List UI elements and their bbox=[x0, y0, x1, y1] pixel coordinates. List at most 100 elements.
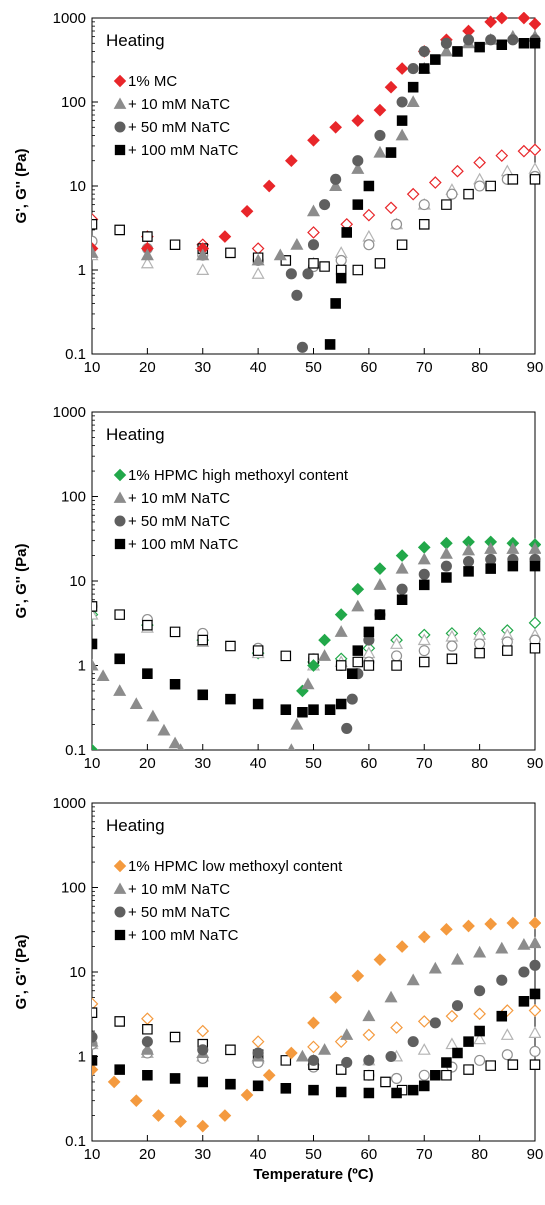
data-point bbox=[301, 677, 315, 690]
data-point bbox=[373, 145, 387, 158]
data-point bbox=[92, 219, 98, 230]
data-point bbox=[418, 63, 430, 74]
legend-marker bbox=[114, 538, 126, 550]
data-point bbox=[495, 149, 509, 162]
data-point bbox=[495, 12, 509, 25]
data-point bbox=[240, 1088, 254, 1102]
data-point bbox=[176, 743, 185, 750]
data-point bbox=[280, 704, 292, 715]
y-tick-label: 1000 bbox=[53, 10, 86, 27]
legend-label: 1% HPMC low methoxyl content bbox=[128, 858, 343, 875]
data-point bbox=[418, 1069, 430, 1081]
data-point bbox=[306, 204, 321, 217]
legend-label: + 100 mM NaTC bbox=[128, 927, 239, 944]
legend-marker bbox=[113, 468, 127, 482]
data-point bbox=[528, 936, 541, 949]
data-point bbox=[92, 997, 99, 1011]
data-point bbox=[418, 579, 430, 591]
data-point bbox=[485, 563, 496, 574]
y-axis-ticks bbox=[92, 802, 98, 1142]
data-point bbox=[142, 668, 153, 679]
data-point bbox=[225, 1078, 236, 1090]
data-point bbox=[528, 143, 541, 157]
data-point bbox=[363, 1054, 375, 1066]
data-point bbox=[302, 268, 314, 280]
x-tick-label: 50 bbox=[305, 755, 322, 772]
legend-label: + 100 mM NaTC bbox=[128, 142, 239, 159]
data-point bbox=[417, 1015, 431, 1028]
data-point bbox=[529, 174, 541, 185]
data-point bbox=[280, 1083, 292, 1094]
y-tick-label: 0.1 bbox=[65, 346, 86, 363]
chart-panel-1: 0.1 1 10 100 1000 10 20 30 40 50 60 70 80 90 G', G'' (… bbox=[13, 10, 543, 376]
data-point bbox=[330, 173, 342, 185]
data-point bbox=[446, 640, 458, 652]
data-point bbox=[168, 736, 182, 749]
data-point bbox=[418, 568, 430, 580]
data-point bbox=[396, 239, 408, 250]
data-point bbox=[380, 1076, 391, 1088]
legend-marker bbox=[114, 515, 126, 527]
y-axis-ticks bbox=[92, 17, 98, 355]
x-tick-label: 40 bbox=[250, 1146, 267, 1163]
data-point bbox=[335, 254, 347, 266]
legend-label: 1% MC bbox=[128, 73, 177, 90]
data-point bbox=[529, 38, 541, 49]
data-point bbox=[441, 572, 452, 583]
data-point bbox=[396, 583, 408, 595]
data-point bbox=[351, 114, 365, 127]
x-axis-title: Temperature (ºC) bbox=[253, 1166, 373, 1183]
data-point bbox=[169, 678, 181, 690]
data-point bbox=[407, 63, 419, 75]
legend: 1% HPMC low methoxyl content + 10 mM NaTC… bbox=[113, 858, 343, 944]
data-point bbox=[114, 224, 125, 236]
data-point bbox=[251, 1035, 265, 1048]
data-point bbox=[329, 120, 342, 134]
data-point bbox=[225, 1044, 236, 1056]
data-point bbox=[429, 1017, 441, 1029]
data-point bbox=[142, 1023, 153, 1035]
data-point bbox=[474, 1025, 485, 1037]
data-point bbox=[197, 1044, 209, 1056]
data-point bbox=[141, 1036, 153, 1048]
data-point bbox=[391, 660, 402, 671]
series-100-mm-natc bbox=[324, 38, 541, 350]
data-point bbox=[374, 129, 386, 141]
data-point bbox=[462, 34, 475, 46]
data-point bbox=[196, 248, 210, 261]
data-point bbox=[307, 226, 320, 239]
data-point bbox=[346, 693, 358, 705]
data-point bbox=[318, 1043, 332, 1055]
legend: 1% HPMC high methoxyl content + 10 mM NaT… bbox=[113, 467, 349, 553]
data-point bbox=[500, 1004, 514, 1017]
legend-label: + 10 mM NaTC bbox=[128, 881, 230, 898]
data-point bbox=[196, 1119, 210, 1133]
data-point bbox=[384, 990, 398, 1003]
data-point bbox=[308, 704, 319, 715]
data-point bbox=[390, 1021, 403, 1034]
data-point bbox=[335, 660, 347, 671]
legend-marker bbox=[114, 929, 126, 941]
data-point bbox=[485, 34, 497, 46]
legend-marker bbox=[113, 882, 127, 894]
data-point bbox=[446, 653, 458, 665]
data-point bbox=[474, 985, 486, 997]
x-tick-label: 90 bbox=[527, 359, 544, 376]
x-tick-label: 30 bbox=[194, 1146, 211, 1163]
legend-marker bbox=[114, 906, 126, 918]
legend-label: + 10 mM NaTC bbox=[128, 490, 230, 507]
data-point bbox=[502, 645, 513, 656]
data-point bbox=[114, 609, 125, 620]
data-point bbox=[308, 653, 319, 665]
legend-marker bbox=[113, 859, 127, 873]
x-tick-label: 90 bbox=[527, 1146, 544, 1163]
data-point bbox=[439, 44, 453, 57]
data-point bbox=[517, 12, 531, 25]
data-point bbox=[341, 227, 352, 238]
x-tick-label: 60 bbox=[361, 359, 378, 376]
data-point bbox=[406, 187, 420, 201]
data-point bbox=[352, 645, 364, 656]
data-point bbox=[363, 1069, 375, 1081]
data-point bbox=[473, 1007, 486, 1021]
data-point bbox=[373, 953, 387, 967]
